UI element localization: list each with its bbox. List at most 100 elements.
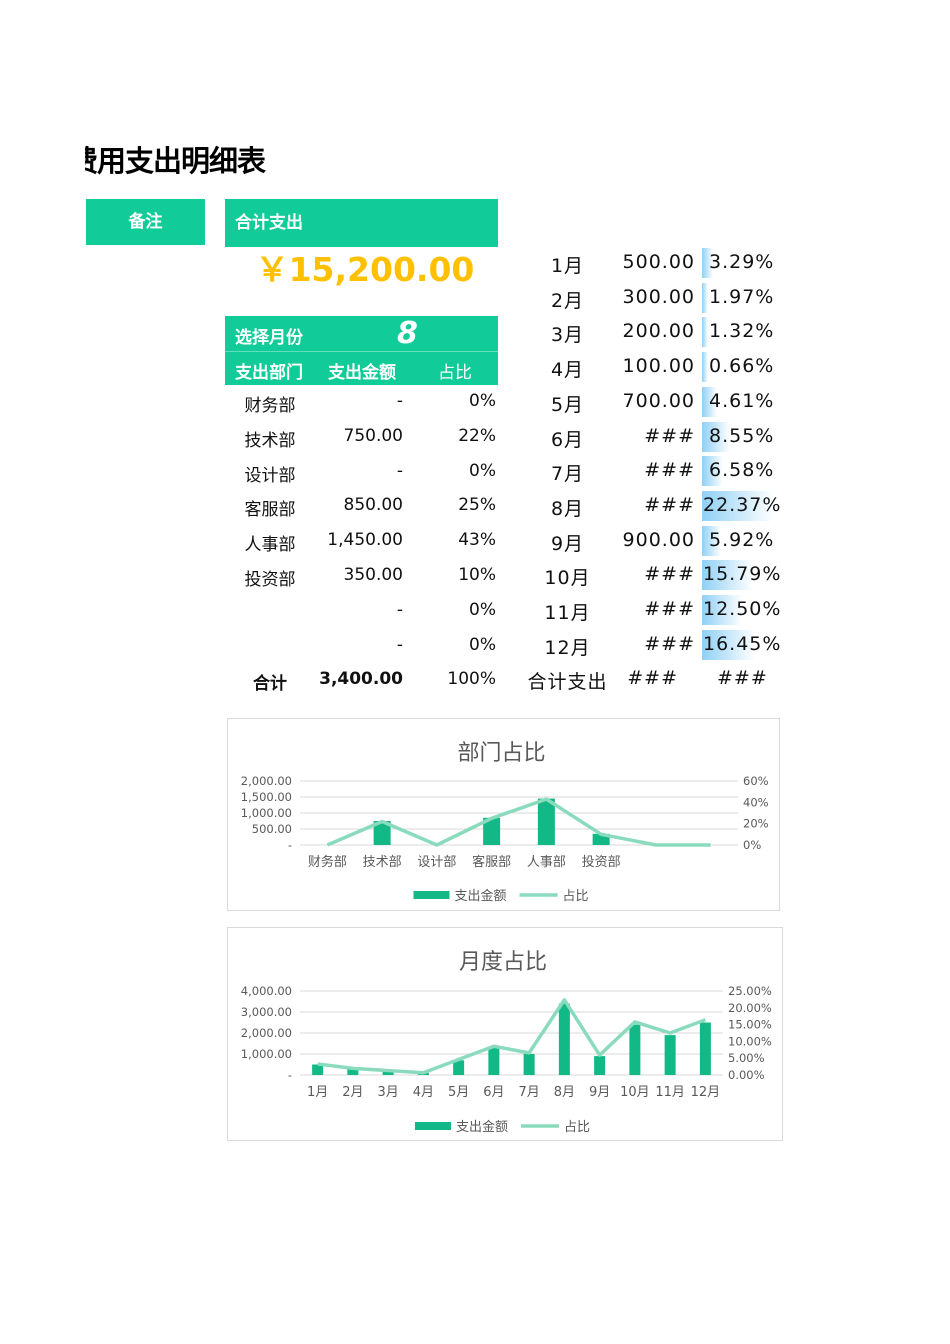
month-pct: 15.79% bbox=[703, 563, 782, 586]
dept-name: 设计部 bbox=[244, 465, 296, 486]
bar-mark bbox=[312, 1064, 324, 1075]
data-bar bbox=[702, 352, 708, 383]
dept-pct: 0% bbox=[469, 460, 496, 481]
page-title: 费用支出明细表 bbox=[85, 144, 266, 178]
month-amount: 700.00 bbox=[622, 389, 695, 412]
header-amount: 支出金额 bbox=[328, 363, 396, 383]
chart-title: 部门占比 bbox=[457, 741, 545, 766]
dept-amount: - bbox=[396, 460, 403, 481]
y-tick-label: 2,000.00 bbox=[241, 774, 292, 788]
bar-mark bbox=[488, 1047, 500, 1075]
month-label: 11月 bbox=[544, 602, 591, 624]
month-amount: 900.00 bbox=[622, 528, 695, 551]
x-tick-label: 客服部 bbox=[472, 854, 511, 870]
month-amount: ### bbox=[644, 424, 695, 447]
y-tick-label: 1,500.00 bbox=[241, 790, 292, 804]
dept-pct: 22% bbox=[458, 425, 496, 446]
title-wrap: 费用支出明细表 bbox=[85, 138, 385, 184]
month-pct: 4.61% bbox=[709, 389, 775, 412]
dept-amount: 850.00 bbox=[343, 495, 403, 516]
x-tick-label: 人事部 bbox=[527, 855, 566, 870]
dept-chart-svg: 部门占比 - 500.00 1,000.00 1,500.00 2,000.00 0% 20%… bbox=[241, 741, 769, 904]
x-tick-label: 技术部 bbox=[363, 855, 402, 870]
y2-tick-label: 25.00% bbox=[728, 984, 772, 998]
x-tick-label: 财务部 bbox=[308, 854, 347, 870]
month-pct: 8.55% bbox=[709, 424, 775, 447]
month-amount: 300.00 bbox=[622, 285, 695, 308]
data-bar bbox=[702, 629, 755, 660]
legend-bar-swatch bbox=[413, 891, 450, 899]
data-bar bbox=[702, 421, 730, 452]
month-amount: ### bbox=[644, 632, 695, 655]
bar-mark bbox=[382, 1070, 394, 1075]
legend-bar-label: 支出金额 bbox=[455, 888, 507, 904]
legend-bar-swatch bbox=[415, 1122, 451, 1130]
bar-mark bbox=[347, 1068, 359, 1075]
header-dept: 支出部门 bbox=[235, 363, 303, 383]
month-pct: 16.45% bbox=[703, 632, 782, 655]
y2-tick-label: 0% bbox=[743, 838, 761, 852]
month-amount: ### bbox=[644, 563, 695, 586]
dept-chart: 部门占比 - 500.00 1,000.00 1,500.00 2,000.00 0% 20%… bbox=[227, 718, 780, 911]
y-tick-label: - bbox=[288, 1068, 292, 1082]
month-chart: 月度占比 - 1,000.00 2,000.00 3,000.00 4,000.00 0.0… bbox=[227, 927, 783, 1141]
dept-pct: 43% bbox=[458, 530, 496, 551]
y-tick-label: 3,000.00 bbox=[241, 1005, 292, 1019]
bar-mark bbox=[453, 1060, 465, 1075]
month-total-amount: ### bbox=[627, 667, 678, 690]
line-series bbox=[317, 998, 706, 1075]
x-tick-label: 9月 bbox=[589, 1085, 610, 1100]
y-tick-label: 4,000.00 bbox=[241, 984, 292, 998]
y-tick-label: 2,000.00 bbox=[241, 1026, 292, 1040]
data-bar bbox=[702, 490, 774, 521]
month-label: 4月 bbox=[550, 359, 585, 382]
x-tick-label: 7月 bbox=[518, 1085, 539, 1100]
y2-tick-label: 10.00% bbox=[728, 1034, 772, 1048]
y2-tick-label: 60% bbox=[743, 774, 769, 788]
data-bar bbox=[702, 282, 709, 313]
data-bar bbox=[702, 595, 743, 625]
dept-name: 客服部 bbox=[244, 500, 296, 521]
y-tick-label: 500.00 bbox=[252, 822, 292, 836]
dept-total-amount: 3,400.00 bbox=[319, 669, 403, 690]
total-value: ￥15,200.00 bbox=[255, 250, 475, 289]
month-label: 2月 bbox=[550, 289, 585, 312]
month-label: 9月 bbox=[550, 532, 585, 555]
month-label: 1月 bbox=[550, 255, 585, 277]
data-bar bbox=[702, 248, 713, 278]
dept-amount: - bbox=[396, 391, 403, 411]
month-amount: ### bbox=[644, 598, 695, 620]
dept-amount: 1,450.00 bbox=[327, 530, 403, 551]
month-chart-svg: 月度占比 - 1,000.00 2,000.00 3,000.00 4,000.00 0.0… bbox=[241, 950, 772, 1135]
dept-name: 技术部 bbox=[244, 430, 296, 451]
dept-name: 投资部 bbox=[244, 570, 296, 590]
legend-line-label: 占比 bbox=[564, 1120, 590, 1135]
y2-tick-label: 20% bbox=[743, 817, 769, 831]
bar-mark bbox=[629, 1024, 641, 1075]
legend-line-label: 占比 bbox=[563, 889, 589, 904]
dept-table-header: 支出部门 支出金额 占比 bbox=[225, 352, 498, 385]
bar-mark bbox=[558, 1003, 570, 1075]
line-series bbox=[326, 797, 711, 847]
chart-title: 月度占比 bbox=[459, 950, 547, 975]
y2-tick-label: 40% bbox=[743, 795, 769, 809]
x-tick-label: 8月 bbox=[554, 1085, 575, 1100]
x-tick-label: 2月 bbox=[342, 1085, 363, 1100]
month-selector-row: 选择月份 8 bbox=[225, 316, 498, 352]
month-label: 10月 bbox=[544, 567, 591, 590]
month-pct: 3.29% bbox=[709, 251, 775, 273]
legend-bar-label: 支出金额 bbox=[456, 1119, 508, 1135]
bar-mark bbox=[483, 817, 501, 845]
month-total-pct: ### bbox=[717, 667, 768, 690]
dept-amount: - bbox=[396, 634, 403, 655]
month-amount: 500.00 bbox=[622, 251, 695, 273]
month-pct: 0.66% bbox=[709, 355, 775, 378]
x-tick-label: 4月 bbox=[413, 1085, 434, 1100]
selected-month-input[interactable]: 8 bbox=[397, 316, 418, 351]
bar-mark bbox=[592, 833, 610, 845]
x-tick-label: 12月 bbox=[691, 1085, 721, 1100]
dept-amount: 750.00 bbox=[343, 425, 403, 446]
dept-amount: 350.00 bbox=[343, 565, 403, 585]
total-header: 合计支出 bbox=[225, 199, 498, 247]
